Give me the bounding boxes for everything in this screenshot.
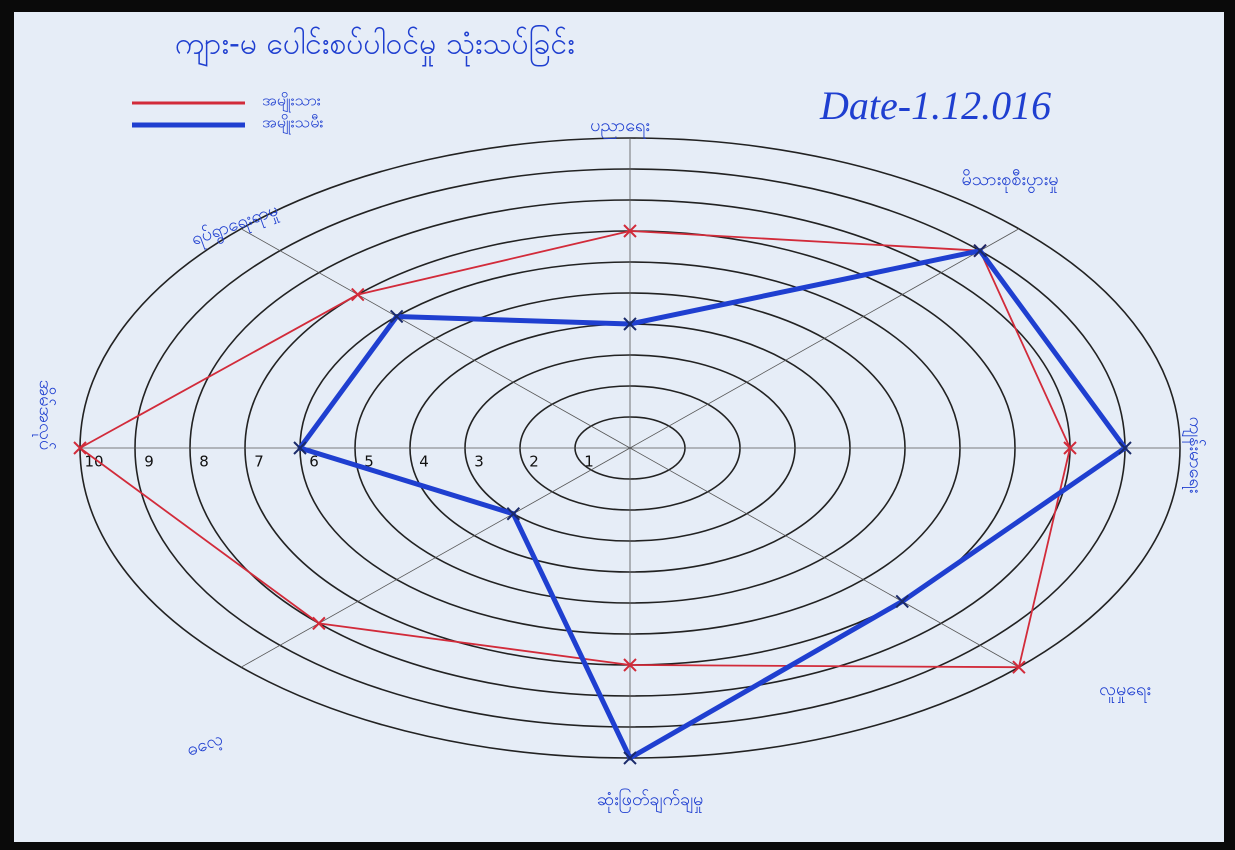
point-marker xyxy=(506,507,521,521)
axis-label: အိမ်အလုပ် xyxy=(32,380,56,450)
r-tick-label: 9 xyxy=(144,453,154,471)
point-marker xyxy=(1063,441,1077,455)
point-marker xyxy=(623,317,637,331)
date-annotation: Date-1.12.016 xyxy=(819,83,1051,128)
r-tick-label: 6 xyxy=(309,453,319,471)
spoke xyxy=(240,228,631,449)
spoke xyxy=(629,447,1020,668)
legend-label: အမျိုးသမီး xyxy=(262,113,323,135)
point-marker xyxy=(351,287,365,302)
r-tick-label: 1 xyxy=(584,453,594,471)
point-marker xyxy=(623,751,637,765)
axis-label: လူမှုရေး xyxy=(1099,679,1151,703)
axis-label: ဆုံးဖြတ်ချက်ချမှု xyxy=(597,788,704,813)
point-marker xyxy=(623,658,637,672)
axis-label: မိသားစုစီးပွားမှု xyxy=(962,169,1059,193)
spoke xyxy=(240,447,631,668)
r-tick-label: 10 xyxy=(84,453,103,471)
point-marker xyxy=(293,441,307,455)
point-marker xyxy=(623,224,637,238)
point-marker xyxy=(1118,441,1132,455)
point-marker xyxy=(73,441,87,455)
axis-label: ကျန်းမာရေး xyxy=(1182,417,1206,494)
axis-label: ပညာရေး xyxy=(590,115,650,139)
r-tick-label: 5 xyxy=(364,453,374,471)
point-marker xyxy=(312,616,326,631)
point-marker xyxy=(389,309,404,324)
spoke xyxy=(629,228,1020,449)
r-tick-label: 4 xyxy=(419,453,429,471)
r-tick-label: 2 xyxy=(529,453,539,471)
r-tick-label: 3 xyxy=(474,453,484,471)
chart-title: ကျား-မ ပေါင်းစပ်ပါဝင်မှု သုံးသပ်ခြင်း xyxy=(175,25,575,68)
point-marker xyxy=(895,594,909,609)
point-marker xyxy=(973,244,987,258)
point-marker xyxy=(1012,660,1026,674)
paper xyxy=(14,12,1224,842)
legend: အမျိုးသားအမျိုးသမီး xyxy=(132,91,323,135)
legend-label: အမျိုးသား xyxy=(262,91,321,113)
r-tick-label: 8 xyxy=(199,453,209,471)
r-tick-label: 7 xyxy=(254,453,264,471)
